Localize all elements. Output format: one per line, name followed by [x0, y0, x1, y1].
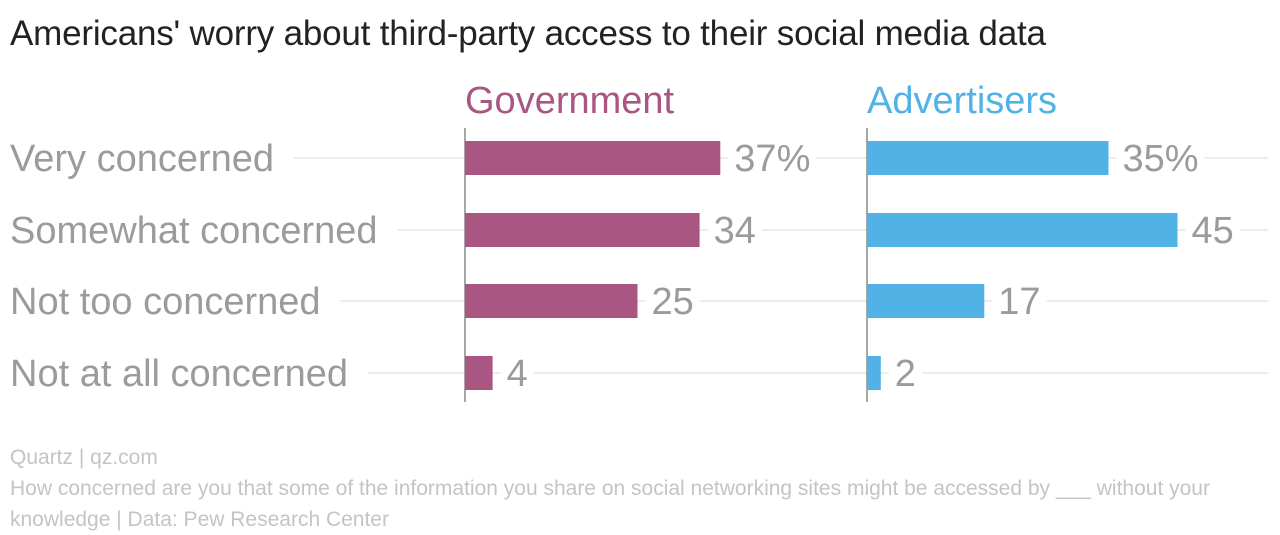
bar-chart: Very concerned Somewhat concerned Not too …	[10, 80, 1268, 402]
bar	[867, 284, 985, 318]
chart-title: Americans' worry about third-party acces…	[10, 14, 1046, 53]
value-label: 4	[507, 353, 528, 395]
value-label-bg	[888, 355, 922, 391]
bar	[867, 141, 1109, 175]
value-label-bg	[707, 212, 762, 248]
value-label: 17	[998, 281, 1040, 323]
category-label: Somewhat concerned	[10, 210, 378, 252]
source-credit: Quartz | qz.com	[10, 446, 158, 469]
category-label: Not at all concerned	[10, 353, 348, 395]
value-label: 34	[714, 210, 756, 252]
value-label-bg	[728, 140, 817, 176]
value-label: 25	[652, 281, 694, 323]
value-label-bg	[1185, 212, 1240, 248]
value-label-bg	[1116, 140, 1205, 176]
category-label: Very concerned	[10, 138, 274, 180]
bar	[465, 356, 493, 390]
series-header: Government	[465, 80, 675, 122]
value-label: 45	[1192, 210, 1234, 252]
value-label-bg	[992, 283, 1047, 319]
bar	[867, 213, 1178, 247]
value-label-bg	[645, 283, 700, 319]
series-header: Advertisers	[867, 80, 1057, 122]
value-label: 2	[895, 353, 916, 395]
chart-footer: Quartz | qz.com How concerned are you th…	[10, 442, 1230, 535]
value-label: 35%	[1123, 138, 1199, 180]
category-label: Not too concerned	[10, 281, 321, 323]
bar	[465, 141, 721, 175]
value-label-bg	[500, 355, 534, 391]
bar	[465, 213, 700, 247]
footnote: How concerned are you that some of the i…	[10, 477, 1210, 531]
value-label: 37%	[734, 138, 810, 180]
bar	[867, 356, 881, 390]
bar	[465, 284, 638, 318]
